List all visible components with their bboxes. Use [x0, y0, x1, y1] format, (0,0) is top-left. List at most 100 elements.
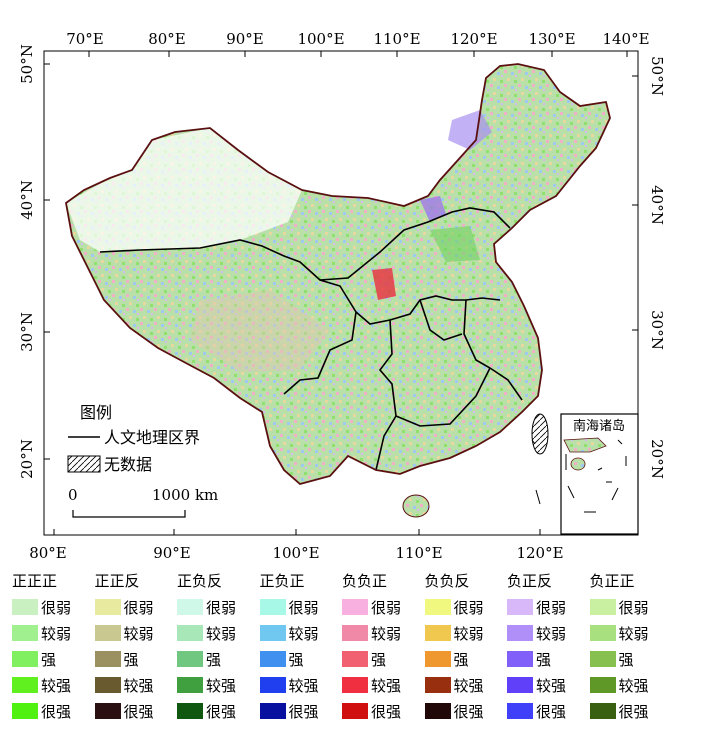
- lat-label-right: 50°N: [648, 56, 666, 96]
- legend-label: 很弱: [288, 598, 319, 617]
- lon-label-top: 90°E: [226, 30, 264, 48]
- legend-swatch: [94, 625, 121, 641]
- legend-entry: 强: [507, 646, 591, 672]
- classification-legend: 正正正 很弱 较弱强较强 很强 正正反 很弱 较弱强较强 很强 正负反 很弱 较弱强较强 很强 正负正很…: [12, 568, 702, 740]
- legend-swatch: [589, 703, 616, 719]
- green-cluster: [430, 226, 480, 262]
- legend-swatch: [259, 625, 286, 641]
- legend-swatch: [342, 625, 368, 641]
- legend-entry: 较弱: [424, 620, 509, 646]
- legend-label: 很弱: [536, 598, 567, 617]
- legend-swatch: [507, 651, 533, 667]
- legend-label: 强: [288, 650, 304, 669]
- legend-swatch: [589, 651, 616, 667]
- lon-label-top: 80°E: [148, 30, 186, 48]
- legend-entry: 强: [94, 646, 179, 672]
- south-china-sea-inset: 南海诸岛: [560, 413, 639, 535]
- legend-label: 强: [453, 650, 469, 669]
- legend-label: 强: [41, 650, 57, 669]
- legend-label: 强: [618, 650, 634, 669]
- nodata-label: 无数据: [104, 455, 152, 474]
- legend-label: 较强: [536, 676, 567, 695]
- map-legend: 图例 人文地理区界 无数据: [67, 403, 200, 474]
- scale-bar: 0 1000 km: [68, 486, 218, 518]
- region-boundaries: [99, 207, 523, 471]
- legend-label: 较强: [41, 676, 72, 695]
- legend-swatch: [507, 677, 533, 693]
- legend-entry: 较弱: [507, 620, 591, 646]
- legend-entry: 很弱: [342, 594, 426, 620]
- legend-column-header: 正负反: [177, 572, 223, 590]
- legend-entry: 很强: [259, 698, 344, 724]
- legend-label: 较弱: [453, 624, 484, 643]
- legend-column-header: 负负反: [424, 572, 470, 590]
- legend-entry: 较强: [342, 672, 426, 698]
- legend-swatch: [12, 703, 38, 719]
- legend-swatch: [342, 703, 368, 719]
- legend-label: 很强: [453, 702, 484, 721]
- legend-column-header: 负正反: [507, 572, 553, 590]
- legend-label: 强: [536, 650, 552, 669]
- inset-title: 南海诸岛: [573, 418, 625, 434]
- lon-label-top: 140°E: [602, 30, 649, 48]
- legend-column: 负负正 很弱 较弱强较强 很强: [342, 568, 426, 724]
- lon-label-bottom: 80°E: [29, 544, 67, 562]
- legend-label: 很弱: [371, 598, 402, 617]
- lat-label-left: 40°N: [18, 180, 36, 220]
- legend-label: 较弱: [206, 624, 237, 643]
- legend-entry: 强: [259, 646, 344, 672]
- legend-column: 负正反很弱较弱强较强很强: [507, 568, 591, 724]
- legend-swatch: [177, 703, 203, 719]
- legend-swatch: [424, 625, 451, 641]
- legend-entry: 很强: [94, 698, 179, 724]
- legend-entry: 较强: [94, 672, 179, 698]
- map-legend-title: 图例: [80, 403, 112, 422]
- scale-end-label: 1000 km: [152, 486, 218, 504]
- legend-swatch: [589, 677, 616, 693]
- legend-column: 负正正 很弱 较弱强较强 很强: [589, 568, 674, 724]
- legend-label: 很强: [371, 702, 402, 721]
- legend-entry: 较弱: [177, 620, 261, 646]
- legend-entry: 很弱: [177, 594, 261, 620]
- legend-label: 较强: [288, 676, 319, 695]
- legend-swatch: [589, 599, 616, 615]
- legend-column: 正正反 很弱 较弱强较强 很强: [94, 568, 179, 724]
- legend-swatch: [177, 625, 203, 641]
- legend-swatch: [177, 599, 203, 615]
- legend-swatch: [12, 625, 38, 641]
- legend-swatch: [424, 599, 451, 615]
- legend-entry: 很强: [12, 698, 96, 724]
- legend-column-header: 正负正: [259, 572, 305, 590]
- legend-entry: 很强: [507, 698, 591, 724]
- lon-label-bottom: 110°E: [395, 544, 442, 562]
- legend-entry: 较弱: [259, 620, 344, 646]
- legend-label: 较强: [123, 676, 154, 695]
- right-latitude-labels: 50°N 40°N 30°N 20°N: [648, 56, 666, 479]
- lon-label-top: 100°E: [297, 30, 344, 48]
- legend-swatch: [424, 651, 451, 667]
- lat-label-left: 30°N: [18, 312, 36, 352]
- china-landmass: [66, 64, 610, 484]
- legend-label: 很弱: [453, 598, 484, 617]
- legend-label: 很弱: [206, 598, 237, 617]
- boundary-label: 人文地理区界: [104, 428, 200, 447]
- legend-label: 很弱: [123, 598, 154, 617]
- legend-entry: 很强: [342, 698, 426, 724]
- lon-label-top: 130°E: [528, 30, 575, 48]
- tibet-overlay: [190, 290, 330, 372]
- legend-swatch: [94, 651, 121, 667]
- legend-swatch: [507, 625, 533, 641]
- legend-entry: 较强: [507, 672, 591, 698]
- national-boundary: [65, 63, 611, 485]
- lon-label-top: 110°E: [373, 30, 420, 48]
- legend-label: 较强: [371, 676, 402, 695]
- legend-label: 很强: [206, 702, 237, 721]
- legend-swatch: [177, 651, 203, 667]
- legend-label: 较弱: [371, 624, 402, 643]
- legend-entry: 较弱: [12, 620, 96, 646]
- legend-entry: 很强: [424, 698, 509, 724]
- red-cluster: [372, 268, 396, 300]
- hainan-island: [402, 494, 430, 518]
- legend-entry: 很弱: [424, 594, 509, 620]
- taiwan-island: [531, 413, 549, 455]
